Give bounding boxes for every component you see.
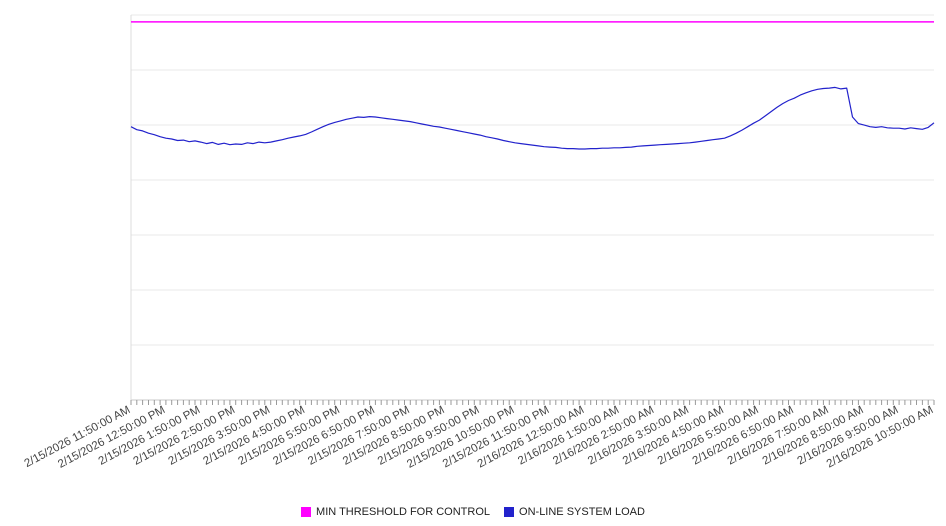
threshold-swatch: [301, 507, 312, 517]
axes: [130, 15, 934, 401]
x-axis-labels: 2/15/2026 11:50:00 AM2/15/2026 12:50:00 …: [23, 404, 936, 471]
load-swatch: [504, 507, 515, 517]
series-lines: [130, 21, 935, 150]
legend-label-threshold: MIN THRESHOLD FOR CONTROL: [316, 506, 491, 518]
legend-label-load: ON-LINE SYSTEM LOAD: [519, 506, 645, 518]
line-chart: 2/15/2026 11:50:00 AM2/15/2026 12:50:00 …: [23, 14, 936, 471]
legend-item-threshold[interactable]: MIN THRESHOLD FOR CONTROL: [301, 506, 490, 518]
legend-item-load[interactable]: ON-LINE SYSTEM LOAD: [504, 506, 645, 518]
system-load-line: [130, 86, 935, 150]
x-axis-ticks: [130, 400, 935, 405]
gridlines: [131, 14, 934, 401]
legend: MIN THRESHOLD FOR CONTROL ON-LINE SYSTEM…: [0, 506, 946, 518]
